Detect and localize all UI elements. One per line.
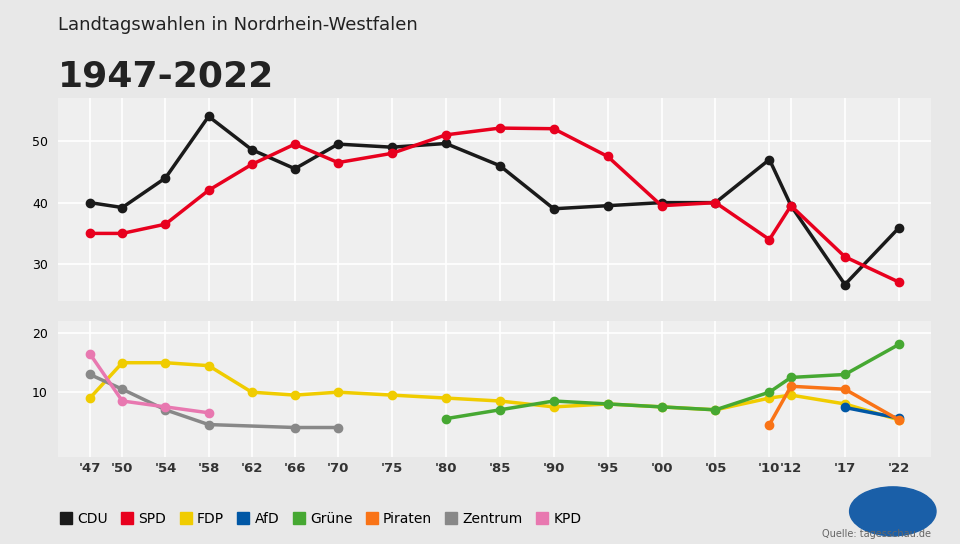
Text: Quelle: tagesschau.de: Quelle: tagesschau.de (822, 529, 931, 539)
Text: 1947-2022: 1947-2022 (58, 60, 274, 94)
Legend: CDU, SPD, FDP, AfD, Grüne, Piraten, Zentrum, KPD: CDU, SPD, FDP, AfD, Grüne, Piraten, Zent… (55, 506, 587, 531)
Circle shape (850, 487, 936, 536)
Text: Landtagswahlen in Nordrhein-Westfalen: Landtagswahlen in Nordrhein-Westfalen (58, 16, 418, 34)
